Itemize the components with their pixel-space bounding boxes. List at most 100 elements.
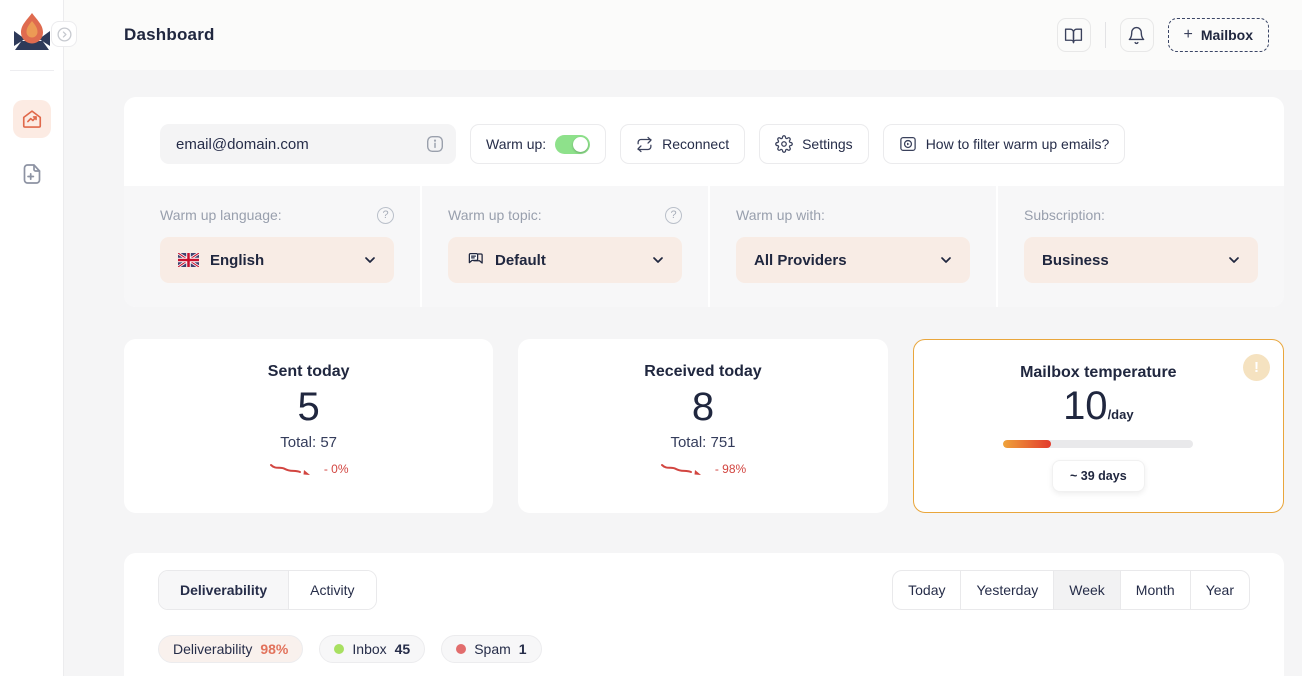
repeat-icon (636, 136, 653, 153)
sidebar-nav (0, 100, 63, 193)
received-today-trend-value: - 98% (714, 462, 747, 476)
received-today-card: Received today 8 Total: 751 - 98% (518, 339, 888, 513)
mailbox-config-panel: email@domain.com Warm up: (124, 97, 1284, 307)
stats-row: Sent today 5 Total: 57 - 0% Received tod… (124, 339, 1284, 513)
received-today-title: Received today (644, 363, 762, 380)
legend-spam-label: Spam (474, 641, 511, 657)
filter-help-label: How to filter warm up emails? (925, 136, 1110, 152)
chevron-down-icon (938, 252, 954, 268)
mailbox-temperature-unit: /day (1107, 407, 1134, 422)
sidebar-collapse-button[interactable] (51, 21, 77, 47)
legend-inbox[interactable]: Inbox 45 (319, 635, 426, 663)
subscription-dropdown[interactable]: Business (1024, 237, 1258, 283)
legend-inbox-label: Inbox (352, 641, 387, 657)
option-warmup-topic: Warm up topic: ? Default (422, 186, 708, 307)
sidebar-item-dashboard[interactable] (12, 100, 51, 138)
sidebar (0, 0, 77, 676)
received-today-total: Total: 751 (670, 434, 736, 451)
reconnect-button[interactable]: Reconnect (620, 124, 746, 164)
warmup-with-dropdown[interactable]: All Providers (736, 237, 970, 283)
range-yesterday[interactable]: Yesterday (961, 571, 1055, 609)
mailbox-config-row: email@domain.com Warm up: (124, 97, 1284, 186)
time-range-selector: Today Yesterday Week Month Year (892, 570, 1250, 610)
warmup-topic-dropdown[interactable]: Default (448, 237, 682, 283)
sidebar-divider (9, 70, 54, 71)
sparkline-down-icon (660, 461, 710, 477)
warmup-toggle-group: Warm up: (470, 124, 607, 164)
docs-button[interactable] (1056, 18, 1091, 52)
sidebar-item-templates[interactable] (13, 155, 51, 193)
main-content: email@domain.com Warm up: (64, 70, 1302, 676)
tab-deliverability[interactable]: Deliverability (159, 571, 290, 609)
temperature-progress-fill (1003, 440, 1051, 448)
spam-dot-icon (456, 644, 467, 654)
legend-inbox-value: 45 (394, 641, 411, 657)
gear-icon (775, 135, 793, 153)
chevron-down-icon (650, 252, 666, 268)
analytics-tabs: Deliverability Activity (158, 570, 377, 610)
subscription-value: Business (1042, 251, 1109, 269)
warning-icon[interactable]: ! (1242, 354, 1270, 381)
reconnect-label: Reconnect (662, 136, 730, 152)
warmup-language-dropdown[interactable]: English (160, 237, 394, 283)
help-icon[interactable]: ? (377, 206, 394, 224)
settings-label: Settings (802, 136, 853, 152)
book-icon (1064, 26, 1083, 45)
temperature-progress-track (1003, 440, 1194, 448)
range-year[interactable]: Year (1205, 582, 1234, 598)
top-header: Dashboard + Mailbox (64, 0, 1302, 70)
page-title: Dashboard (124, 25, 215, 44)
analytics-panel: Deliverability Activity Today Yesterday … (124, 553, 1284, 676)
info-icon[interactable] (426, 135, 444, 153)
app-logo-flame-icon[interactable] (12, 11, 52, 57)
mailbox-temperature-card: ! Mailbox temperature 10 /day ~ 39 days (912, 339, 1284, 513)
received-today-value: 8 (691, 385, 715, 429)
analytics-controls: Deliverability Activity Today Yesterday … (158, 570, 1250, 610)
header-divider (1104, 22, 1106, 48)
notifications-button[interactable] (1119, 18, 1154, 52)
chevron-right-icon (56, 26, 73, 43)
filter-help-button[interactable]: How to filter warm up emails? (882, 124, 1126, 164)
tab-activity[interactable]: Activity (289, 571, 376, 609)
sent-today-trend-value: - 0% (323, 462, 349, 476)
temperature-eta-badge: ~ 39 days (1052, 460, 1145, 492)
sent-today-total: Total: 57 (280, 434, 338, 451)
mailbox-email-field[interactable]: email@domain.com (160, 124, 456, 164)
received-today-trend: - 98% (518, 461, 887, 477)
legend-deliverability[interactable]: Deliverability 98% (158, 635, 304, 663)
warmup-topic-value: Default (495, 251, 546, 269)
warmup-language-value: English (210, 251, 265, 269)
warmup-toggle[interactable] (555, 134, 591, 154)
settings-button[interactable]: Settings (759, 124, 869, 164)
warmup-topic-label: Warm up topic: (448, 207, 542, 223)
legend-spam[interactable]: Spam 1 (441, 635, 542, 663)
bell-icon (1127, 26, 1146, 45)
header-actions: + Mailbox (1056, 18, 1269, 52)
warmup-toggle-label: Warm up: (486, 136, 547, 152)
range-week[interactable]: Week (1054, 571, 1121, 609)
chevron-down-icon (362, 252, 378, 268)
range-month[interactable]: Month (1121, 571, 1191, 609)
add-mailbox-button[interactable]: + Mailbox (1167, 18, 1269, 52)
subscription-label: Subscription: (1024, 207, 1105, 223)
help-icon[interactable]: ? (665, 206, 682, 224)
option-warmup-language: Warm up language: ? English (124, 186, 420, 307)
mailbox-temperature-title: Mailbox temperature (1020, 364, 1177, 381)
video-icon (899, 135, 917, 153)
option-subscription: Subscription: Business (998, 186, 1284, 307)
range-today[interactable]: Today (893, 571, 962, 609)
legend-spam-value: 1 (518, 641, 527, 657)
add-mailbox-label: Mailbox (1200, 27, 1253, 43)
warmup-options-row: Warm up language: ? English (124, 186, 1284, 307)
file-plus-icon (20, 162, 44, 186)
option-warmup-with: Warm up with: All Providers (710, 186, 996, 307)
sparkline-down-icon (269, 461, 319, 477)
mailbox-temperature-value: 10 (1063, 384, 1108, 428)
warmup-language-label: Warm up language: (160, 207, 282, 223)
uk-flag-icon (178, 253, 199, 267)
plus-icon: + (1183, 26, 1193, 43)
analytics-legend: Deliverability 98% Inbox 45 Spam 1 (158, 635, 1250, 663)
chevron-down-icon (1226, 252, 1242, 268)
legend-deliverability-value: 98% (260, 641, 289, 657)
inbox-dot-icon (334, 644, 345, 654)
